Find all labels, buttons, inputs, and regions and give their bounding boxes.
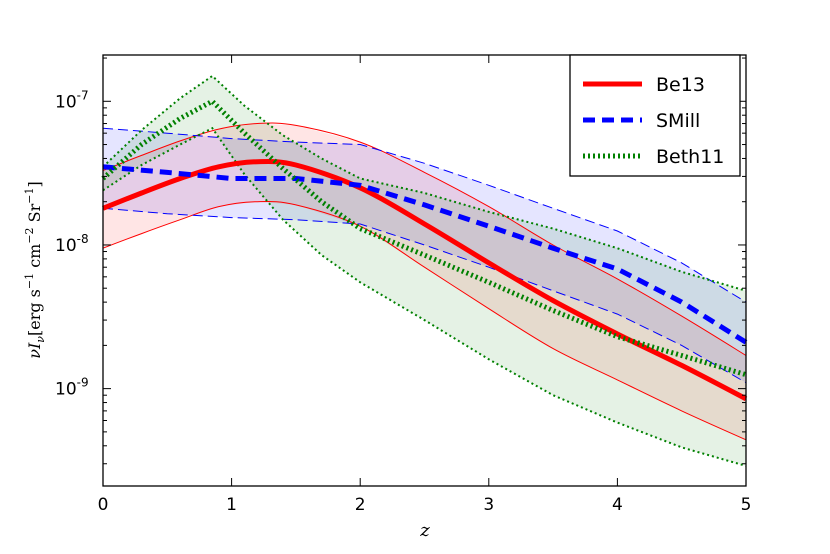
band-smill [103,128,746,383]
y-axis-label-exp3: −1 [23,188,36,204]
band-lower-beth11 [102,126,747,467]
x-tick-label: 1 [226,495,237,515]
y-axis-label-exp1: −1 [23,273,36,289]
series-lines [101,98,748,402]
legend-label-smill: SMill [656,110,700,132]
y-axis-label-end: Sr [25,203,44,227]
y-tick-label: 10-8 [55,232,89,256]
band-upper-be13 [102,122,747,356]
band-lower-smill [102,207,747,384]
y-axis-label-mid: cm [25,244,44,273]
y-axis-label-prefix: νI [25,342,44,359]
x-tick-label: 5 [741,495,752,515]
legend-label-be13: Be13 [656,74,705,96]
series-line-smill [102,164,748,345]
y-axis-label-exp2: −2 [23,227,36,243]
x-tick-label: 0 [98,495,109,515]
band-beth11 [103,76,746,466]
uncertainty-bands [103,76,746,466]
y-tick-label: 10-9 [55,376,89,400]
band-upper-smill [102,127,747,303]
legend-label-beth11: Beth11 [656,146,724,168]
y-axis-label-close: ] [25,181,44,187]
series-line-be13 [102,158,748,402]
x-tick-label: 3 [483,495,494,515]
band-upper-beth11 [102,74,747,292]
y-axis-label-units: [erg s [25,289,44,336]
y-axis-label-sub: ν [34,336,47,343]
band-be13 [103,123,746,440]
y-tick-label: 10-7 [55,88,89,112]
legend: Be13 SMill Beth11 [569,54,741,177]
x-tick-label: 2 [355,495,366,515]
plot-frame [102,54,747,487]
y-axis-label: νIν[erg s−1 cm−2 Sr−1] [23,181,47,358]
series-line-beth11 [101,98,747,378]
x-tick-label: 4 [612,495,623,515]
x-axis-label: z [419,520,430,541]
